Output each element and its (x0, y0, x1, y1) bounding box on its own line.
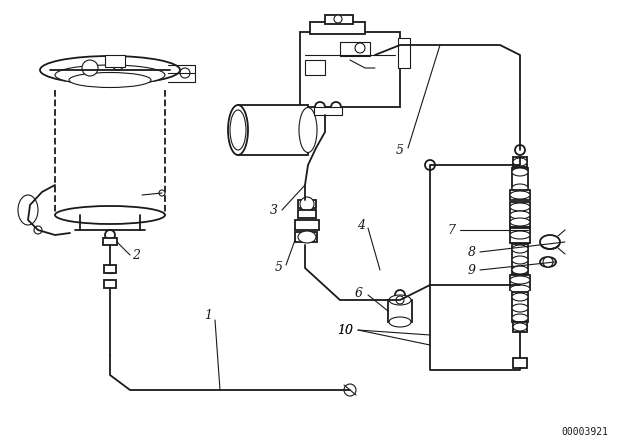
Ellipse shape (40, 56, 180, 84)
Ellipse shape (540, 257, 556, 267)
Circle shape (82, 60, 98, 76)
Circle shape (515, 145, 525, 155)
Circle shape (331, 102, 341, 112)
Circle shape (543, 257, 553, 267)
Bar (295, 232, 317, 242)
Bar (388, 300, 412, 322)
Ellipse shape (510, 211, 530, 219)
Ellipse shape (512, 184, 528, 192)
Circle shape (425, 160, 435, 170)
Bar (340, 42, 370, 56)
Bar (295, 220, 319, 230)
Bar (298, 200, 316, 208)
Ellipse shape (510, 285, 530, 293)
Bar (510, 202, 530, 227)
Ellipse shape (512, 314, 528, 322)
Ellipse shape (512, 168, 528, 176)
Ellipse shape (510, 203, 530, 211)
Bar (510, 275, 530, 290)
Circle shape (105, 230, 115, 240)
Ellipse shape (540, 235, 560, 249)
Bar (513, 358, 527, 368)
Circle shape (344, 384, 356, 396)
Bar (105, 55, 125, 67)
Ellipse shape (228, 105, 248, 155)
Bar (103, 238, 117, 245)
Bar (325, 15, 353, 24)
Ellipse shape (512, 256, 528, 264)
Bar (510, 190, 530, 200)
Ellipse shape (55, 65, 165, 85)
Ellipse shape (512, 293, 528, 301)
Circle shape (34, 226, 42, 234)
Text: 9: 9 (468, 263, 476, 276)
Ellipse shape (389, 317, 411, 327)
Ellipse shape (389, 295, 411, 305)
Bar (513, 157, 527, 167)
Text: 8: 8 (468, 246, 476, 258)
Text: 10: 10 (337, 323, 353, 336)
Ellipse shape (510, 218, 530, 226)
Bar (512, 292, 528, 322)
Bar (510, 228, 530, 243)
Circle shape (395, 290, 405, 300)
Text: 00003921: 00003921 (561, 427, 608, 437)
Circle shape (112, 58, 124, 70)
Text: 3: 3 (270, 203, 278, 216)
Bar (512, 244, 528, 274)
Ellipse shape (69, 73, 151, 87)
Circle shape (159, 190, 165, 196)
Bar (512, 168, 528, 188)
Bar (298, 210, 316, 218)
Ellipse shape (512, 245, 528, 253)
Bar (238, 105, 308, 155)
Ellipse shape (18, 195, 38, 225)
Circle shape (315, 102, 325, 112)
Text: 4: 4 (357, 219, 365, 232)
Text: 5: 5 (275, 260, 283, 273)
Bar (305, 60, 325, 75)
Ellipse shape (510, 191, 530, 199)
Bar (104, 280, 116, 288)
Ellipse shape (55, 206, 165, 224)
Circle shape (180, 68, 190, 78)
Ellipse shape (512, 266, 528, 274)
Ellipse shape (230, 110, 246, 150)
Bar (513, 322, 527, 332)
Bar (398, 38, 410, 68)
Text: 2: 2 (132, 249, 140, 262)
Ellipse shape (510, 276, 530, 284)
Bar (300, 32, 400, 107)
Bar (104, 265, 116, 273)
Ellipse shape (510, 231, 530, 239)
Text: 1: 1 (204, 309, 212, 322)
Ellipse shape (299, 108, 317, 152)
Bar (314, 107, 342, 115)
Ellipse shape (300, 197, 314, 211)
Text: 10: 10 (337, 323, 353, 336)
Bar (310, 22, 365, 34)
Ellipse shape (513, 158, 527, 166)
Circle shape (396, 296, 404, 304)
Text: 7: 7 (447, 224, 455, 237)
Text: 6: 6 (355, 287, 363, 300)
Ellipse shape (298, 231, 316, 243)
Text: 5: 5 (396, 143, 404, 156)
Ellipse shape (512, 304, 528, 312)
Ellipse shape (513, 323, 527, 331)
Circle shape (355, 43, 365, 53)
Circle shape (334, 15, 342, 23)
